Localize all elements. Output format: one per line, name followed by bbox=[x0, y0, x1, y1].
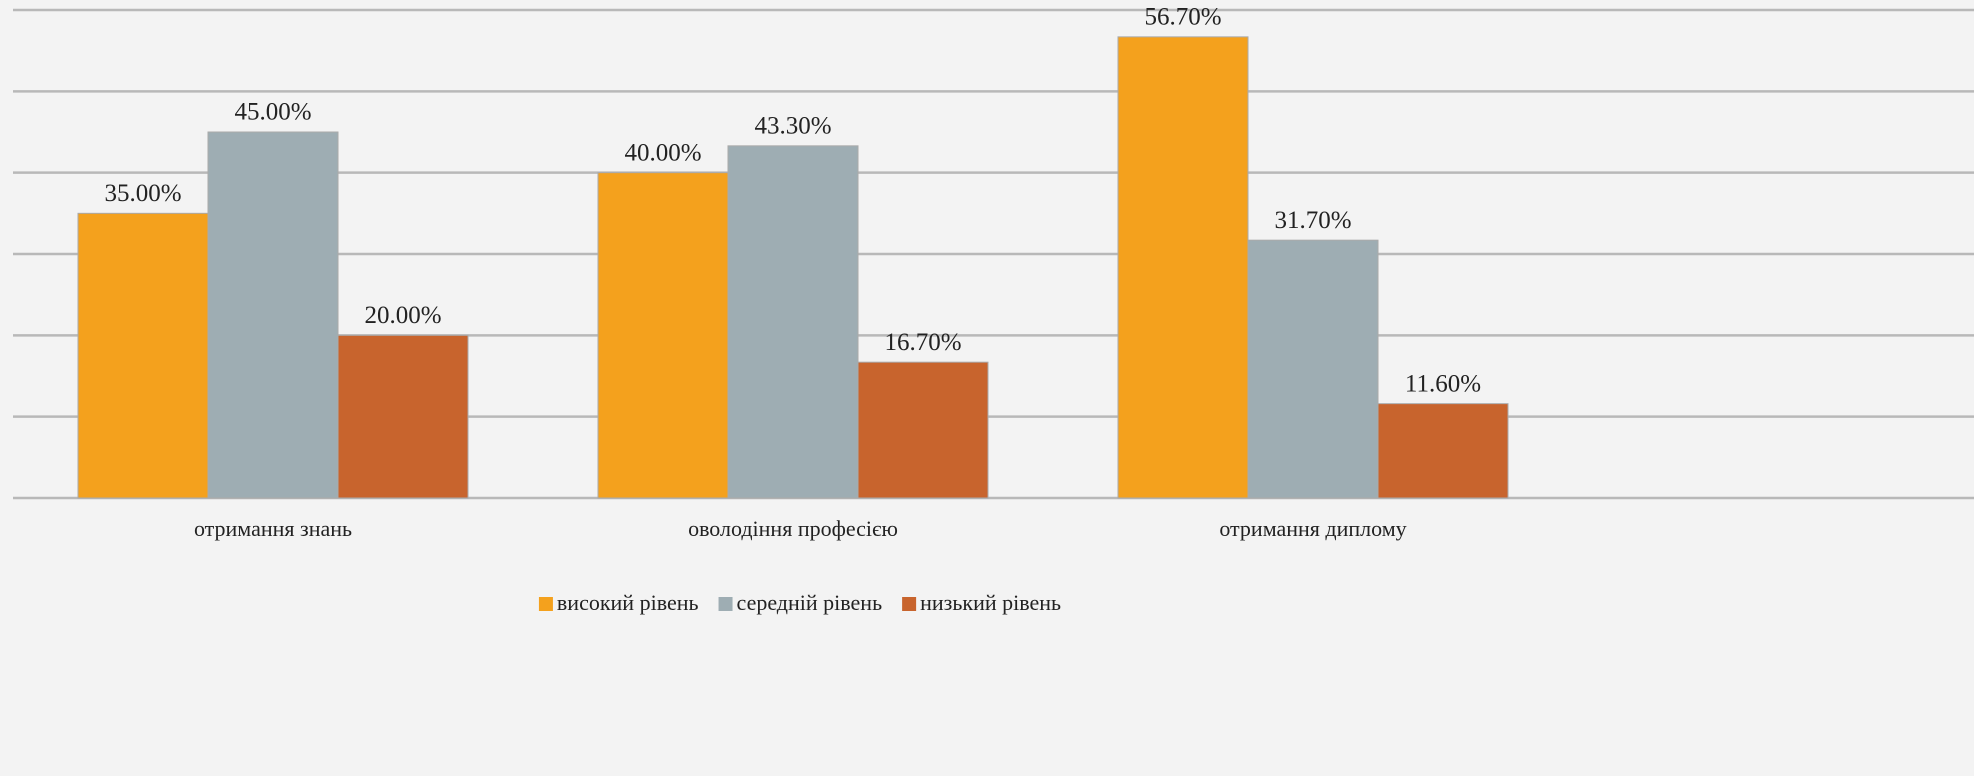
data-label: 20.00% bbox=[364, 302, 441, 329]
bar bbox=[337, 334, 469, 499]
bar bbox=[1377, 403, 1509, 499]
legend-label: середній рівень bbox=[737, 590, 883, 615]
x-tick-label: отримання диплому bbox=[1219, 516, 1406, 541]
data-label: 31.70% bbox=[1274, 207, 1351, 234]
bar bbox=[857, 361, 989, 499]
legend-label: високий рівень bbox=[557, 590, 699, 615]
bar bbox=[207, 131, 339, 499]
x-tick-label: оволодіння професією bbox=[688, 516, 898, 541]
data-label: 16.70% bbox=[884, 329, 961, 356]
bar bbox=[727, 145, 859, 499]
data-label: 40.00% bbox=[624, 139, 701, 166]
legend-swatch bbox=[538, 597, 553, 611]
data-label: 43.30% bbox=[754, 113, 831, 140]
bar bbox=[597, 172, 729, 499]
x-tick-label: отримання знань bbox=[194, 516, 352, 541]
data-label: 11.60% bbox=[1405, 370, 1481, 397]
data-label: 35.00% bbox=[104, 180, 181, 207]
data-label: 45.00% bbox=[234, 99, 311, 126]
bar bbox=[1247, 239, 1379, 499]
bar bbox=[1117, 36, 1249, 499]
legend-label: низький рівень bbox=[920, 590, 1061, 615]
bar bbox=[77, 212, 209, 499]
data-label: 56.70% bbox=[1144, 4, 1221, 31]
legend-swatch bbox=[718, 597, 733, 611]
legend-swatch bbox=[902, 597, 917, 611]
